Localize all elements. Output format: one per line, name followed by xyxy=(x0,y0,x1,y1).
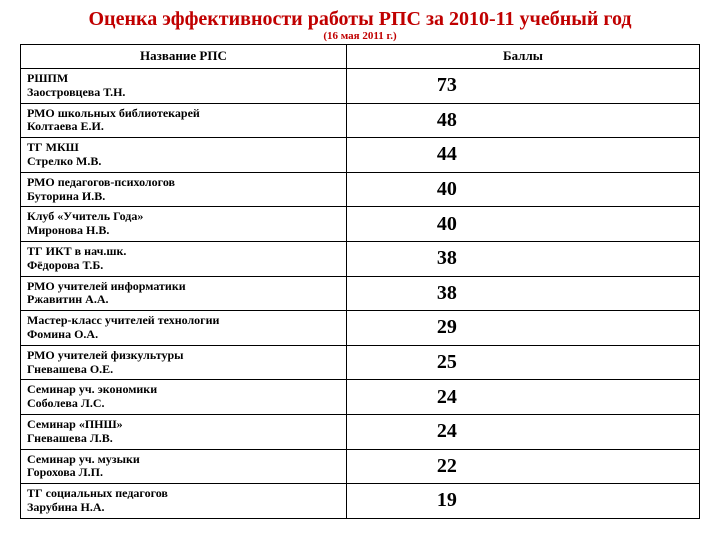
name-line2: Миронова Н.В. xyxy=(27,223,109,237)
score-cell: 24 xyxy=(346,414,699,449)
name-line1: ТГ социальных педагогов xyxy=(27,486,168,500)
score-cell: 25 xyxy=(346,345,699,380)
table-row: РШПМЗаостровцева Т.Н.73 xyxy=(21,69,700,104)
table-row: РМО учителей физкультурыГневашева О.Е.25 xyxy=(21,345,700,380)
name-cell: РМО педагогов-психологовБуторина И.В. xyxy=(21,172,347,207)
name-line2: Колтаева Е.И. xyxy=(27,119,104,133)
header-row: Название РПС Баллы xyxy=(21,45,700,69)
name-cell: Семинар уч. экономикиСоболева Л.С. xyxy=(21,380,347,415)
table-row: РМО педагогов-психологовБуторина И.В.40 xyxy=(21,172,700,207)
name-cell: ТГ ИКТ в нач.шк.Фёдорова Т.Б. xyxy=(21,241,347,276)
score-cell: 22 xyxy=(346,449,699,484)
name-line1: РМО педагогов-психологов xyxy=(27,175,175,189)
page-container: Оценка эффективности работы РПС за 2010-… xyxy=(0,0,720,540)
name-line2: Гневашева О.Е. xyxy=(27,362,113,376)
name-cell: РМО школьных библиотекарейКолтаева Е.И. xyxy=(21,103,347,138)
name-line1: РМО учителей физкультуры xyxy=(27,348,184,362)
score-cell: 24 xyxy=(346,380,699,415)
table-row: РМО учителей информатикиРжавитин А.А.38 xyxy=(21,276,700,311)
table-row: Семинар уч. экономикиСоболева Л.С.24 xyxy=(21,380,700,415)
name-line2: Стрелко М.В. xyxy=(27,154,101,168)
name-cell: Семинар «ПНШ»Гневашева Л.В. xyxy=(21,414,347,449)
table-row: Семинар «ПНШ»Гневашева Л.В.24 xyxy=(21,414,700,449)
name-line2: Фёдорова Т.Б. xyxy=(27,258,103,272)
col-header-score: Баллы xyxy=(346,45,699,69)
name-cell: РМО учителей информатикиРжавитин А.А. xyxy=(21,276,347,311)
table-row: ТГ ИКТ в нач.шк.Фёдорова Т.Б.38 xyxy=(21,241,700,276)
name-cell: Мастер-класс учителей технологииФомина О… xyxy=(21,311,347,346)
table-row: Мастер-класс учителей технологииФомина О… xyxy=(21,311,700,346)
score-cell: 48 xyxy=(346,103,699,138)
name-line2: Горохова Л.П. xyxy=(27,465,103,479)
score-cell: 44 xyxy=(346,138,699,173)
name-cell: ТГ МКШСтрелко М.В. xyxy=(21,138,347,173)
score-cell: 40 xyxy=(346,172,699,207)
name-line1: Семинар уч. экономики xyxy=(27,382,157,396)
score-cell: 29 xyxy=(346,311,699,346)
table-row: Клуб «Учитель Года»Миронова Н.В.40 xyxy=(21,207,700,242)
name-line1: ТГ ИКТ в нач.шк. xyxy=(27,244,126,258)
score-cell: 73 xyxy=(346,69,699,104)
table-row: Семинар уч. музыкиГорохова Л.П.22 xyxy=(21,449,700,484)
score-cell: 38 xyxy=(346,241,699,276)
name-cell: РШПМЗаостровцева Т.Н. xyxy=(21,69,347,104)
name-line2: Зарубина Н.А. xyxy=(27,500,105,514)
score-cell: 38 xyxy=(346,276,699,311)
name-cell: ТГ социальных педагоговЗарубина Н.А. xyxy=(21,484,347,519)
name-line2: Фомина О.А. xyxy=(27,327,98,341)
table-row: ТГ социальных педагоговЗарубина Н.А.19 xyxy=(21,484,700,519)
page-subtitle: (16 мая 2011 г.) xyxy=(20,30,700,44)
score-cell: 40 xyxy=(346,207,699,242)
name-line1: Клуб «Учитель Года» xyxy=(27,209,143,223)
name-cell: Клуб «Учитель Года»Миронова Н.В. xyxy=(21,207,347,242)
scores-table: Название РПС Баллы РШПМЗаостровцева Т.Н.… xyxy=(20,44,700,519)
name-line2: Гневашева Л.В. xyxy=(27,431,113,445)
name-line1: РШПМ xyxy=(27,71,68,85)
name-cell: Семинар уч. музыкиГорохова Л.П. xyxy=(21,449,347,484)
table-row: ТГ МКШСтрелко М.В.44 xyxy=(21,138,700,173)
page-title: Оценка эффективности работы РПС за 2010-… xyxy=(20,4,700,30)
name-line1: ТГ МКШ xyxy=(27,140,79,154)
name-line1: Семинар уч. музыки xyxy=(27,452,140,466)
name-line1: РМО учителей информатики xyxy=(27,279,186,293)
name-cell: РМО учителей физкультурыГневашева О.Е. xyxy=(21,345,347,380)
name-line2: Соболева Л.С. xyxy=(27,396,105,410)
name-line1: РМО школьных библиотекарей xyxy=(27,106,200,120)
table-row: РМО школьных библиотекарейКолтаева Е.И.4… xyxy=(21,103,700,138)
name-line2: Заостровцева Т.Н. xyxy=(27,85,125,99)
col-header-name: Название РПС xyxy=(21,45,347,69)
name-line1: Мастер-класс учителей технологии xyxy=(27,313,219,327)
name-line1: Семинар «ПНШ» xyxy=(27,417,123,431)
name-line2: Ржавитин А.А. xyxy=(27,292,108,306)
score-cell: 19 xyxy=(346,484,699,519)
name-line2: Буторина И.В. xyxy=(27,189,105,203)
